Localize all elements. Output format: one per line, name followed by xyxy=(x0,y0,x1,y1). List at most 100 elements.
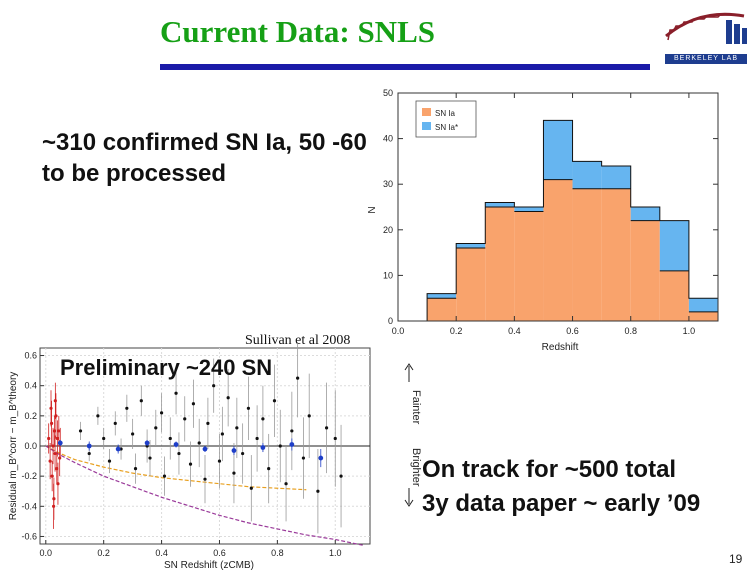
snls-point xyxy=(324,382,329,474)
fainter-label: Fainter xyxy=(410,390,422,425)
snls-point xyxy=(197,418,201,468)
snls-point xyxy=(278,409,282,483)
snls-point xyxy=(154,409,158,446)
hist-bar-sn-ia-star xyxy=(514,207,544,212)
hist-legend: SN Ia SN Ia* xyxy=(415,100,477,138)
hist-ytick-label: 40 xyxy=(383,134,393,144)
bullet-outlook-line2: 3y data paper ~ early ’09 xyxy=(422,490,701,517)
binned-point xyxy=(318,449,324,468)
hist-bar-sn-ia-star xyxy=(630,207,660,221)
snls-point xyxy=(307,373,311,459)
hist-xtick-label: 0.0 xyxy=(392,326,405,336)
snls-point xyxy=(96,406,100,425)
hist-bar-sn-ia xyxy=(485,207,515,321)
snls-point xyxy=(174,372,178,415)
hist-bar-sn-ia-star xyxy=(659,220,689,271)
snls-point xyxy=(148,439,152,477)
snls-point xyxy=(191,379,196,428)
scatter-ytick-label: 0.2 xyxy=(24,411,37,421)
citation: Sullivan et al 2008 xyxy=(245,333,351,348)
hist-xtick-label: 0.8 xyxy=(624,326,637,336)
hist-bar-sn-ia xyxy=(543,179,573,321)
snls-point xyxy=(162,456,167,496)
snls-point xyxy=(188,441,193,487)
binned-point xyxy=(57,439,63,446)
snls-point xyxy=(267,433,271,504)
bullet-confirmed-sn: ~310 confirmed SN Ia, 50 -60 to be proce… xyxy=(42,129,367,187)
low-z-point xyxy=(56,462,60,505)
hist-xtick-label: 0.2 xyxy=(450,326,463,336)
low-z-point xyxy=(48,442,52,480)
hist-xtick-label: 0.4 xyxy=(508,326,521,336)
hist-bar-sn-ia-star xyxy=(572,161,602,189)
hist-total-outline xyxy=(398,119,718,322)
binned-point xyxy=(289,438,295,451)
snls-point xyxy=(249,455,253,522)
low-z-point xyxy=(55,420,59,457)
snls-point xyxy=(217,433,222,489)
snls-point xyxy=(284,446,288,522)
snls-point xyxy=(206,397,210,450)
scatter-xtick-label: 1.0 xyxy=(329,548,342,558)
hist-ytick-label: 10 xyxy=(383,270,393,280)
snls-point xyxy=(272,364,277,437)
hist-bar-sn-ia xyxy=(688,311,718,321)
snls-point xyxy=(339,424,343,528)
legend-swatch-sn-ia-star xyxy=(422,122,431,130)
low-z-point xyxy=(53,382,57,419)
scatter-xtick-label: 0.2 xyxy=(97,548,110,558)
slide-title: Current Data: SNLS xyxy=(160,14,435,49)
snls-point xyxy=(113,411,117,436)
scatter-ylabel: Residual m_B^corr − m_B^theory xyxy=(8,372,19,521)
hist-ytick-label: 30 xyxy=(383,179,393,189)
snls-point xyxy=(133,453,138,484)
low-z-point xyxy=(53,435,57,472)
snls-point xyxy=(261,385,265,453)
low-z-point xyxy=(50,461,54,492)
binned-point xyxy=(202,446,208,453)
snls-point xyxy=(131,418,135,450)
legend-label-sn-ia: SN Ia xyxy=(435,109,456,118)
hist-bar-sn-ia-star xyxy=(688,298,718,312)
hist-bar-sn-ia-star xyxy=(456,243,486,249)
model-curve-purple xyxy=(45,445,365,547)
scatter-ytick-label: 0.0 xyxy=(24,441,37,451)
low-z-point xyxy=(52,415,57,446)
snls-point xyxy=(212,358,216,413)
snls-point xyxy=(168,417,172,460)
snls-point xyxy=(125,394,129,422)
binned-point xyxy=(144,439,150,446)
hist-bar-sn-ia xyxy=(630,220,660,321)
hist-bar-sn-ia xyxy=(514,211,544,321)
snls-point xyxy=(246,376,251,440)
berkeley-lab-logo xyxy=(665,12,747,44)
title-underline xyxy=(160,64,650,70)
snls-point xyxy=(241,423,245,484)
up-arrow-icon xyxy=(404,363,414,371)
snls-point xyxy=(290,391,294,471)
redshift-histogram: N Redshift 0.0 0.2 0.4 0.6 0.8 1.0 0 10 20 30 40 50… xyxy=(367,88,719,353)
binned-point xyxy=(86,441,92,451)
scatter-ytick-label: 0.4 xyxy=(24,381,37,391)
brightness-arrows: Fainter Brighter xyxy=(404,363,422,507)
scatter-xtick-label: 0.4 xyxy=(155,548,168,558)
hist-bar-sn-ia xyxy=(456,248,486,321)
low-z-point xyxy=(57,415,61,446)
scatter-ytick-label: -0.4 xyxy=(21,501,37,511)
hist-ytick-label: 20 xyxy=(383,225,393,235)
preliminary-label: Preliminary ~240 SN xyxy=(60,355,273,380)
low-z-point xyxy=(52,483,56,529)
binned-point xyxy=(173,441,179,448)
low-z-point xyxy=(49,390,53,427)
bullet-outlook-line1: On track for ~500 total xyxy=(422,456,677,483)
logo-wordmark: BERKELEY LAB xyxy=(665,54,747,64)
scatter-ytick-label: 0.6 xyxy=(24,351,37,361)
scatter-ytick-label: -0.6 xyxy=(21,531,37,541)
hist-xlabel: Redshift xyxy=(542,342,579,353)
legend-swatch-sn-ia xyxy=(422,108,431,116)
snls-point xyxy=(139,385,143,416)
hist-ytick-label: 0 xyxy=(388,316,393,326)
snls-point xyxy=(177,432,181,475)
snls-point xyxy=(296,342,300,418)
hist-bar-sn-ia xyxy=(572,188,602,321)
